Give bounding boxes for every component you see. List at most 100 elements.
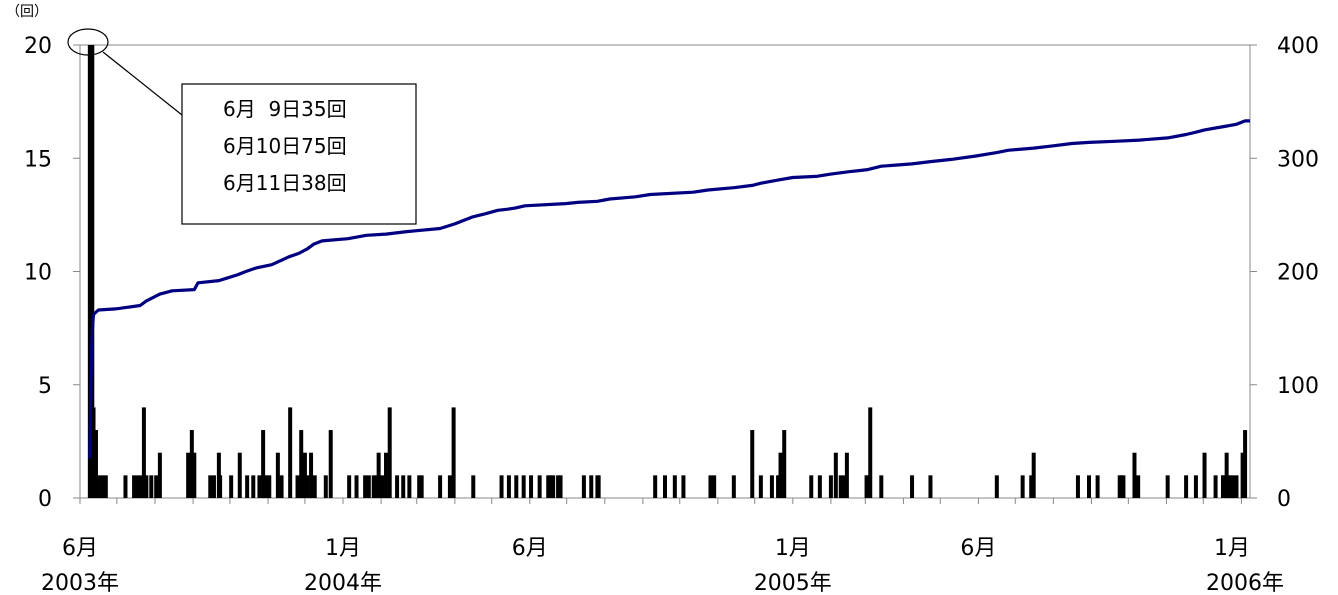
bar [1095,475,1100,498]
bar [1202,452,1207,498]
bar [506,475,511,498]
bar [1193,475,1198,498]
bar [1243,430,1248,498]
bar [100,475,105,498]
bar [305,475,310,498]
right-axis-tick-label: 300 [1277,147,1319,172]
bar [471,475,476,498]
bar [261,430,266,498]
bar [546,475,551,498]
bar [1029,475,1034,498]
callout: 6月 9日35回 6月10日75回 6月11日38回 [67,28,417,225]
bar [1224,452,1229,498]
bar [103,475,108,498]
right-axis-tick-label: 200 [1277,261,1319,286]
right-axis-tick-label: 400 [1277,34,1319,59]
bar [910,475,915,498]
callout-box [181,83,417,225]
bar [328,430,333,498]
bar [251,475,256,498]
bar [817,475,822,498]
x-axis-year-label: 2004年 [304,571,382,595]
bar [149,475,154,498]
bar [363,475,368,498]
bar [438,475,443,498]
bar [551,475,556,498]
bar [782,430,787,498]
bar [758,475,763,498]
bar [994,475,999,498]
bar [1121,475,1126,498]
bar [96,475,101,498]
bar [407,475,412,498]
x-axis-month-label: 6月 [62,536,98,561]
bar [417,475,422,498]
x-axis: 6月 2003年 1月 2004年 6月 1月 2005年 6月 1月 2006年 [41,498,1284,595]
bar [154,475,159,498]
bar [589,475,594,498]
x-axis-year-label: 2006年 [1206,571,1284,595]
bar [1222,475,1227,498]
bar [1020,475,1025,498]
bar [672,475,677,498]
bar [842,475,847,498]
bar [90,45,95,498]
callout-leader-line [102,51,183,116]
bar [401,475,406,498]
bar [833,452,838,498]
bar [529,475,534,498]
bar [312,475,317,498]
bar [257,475,262,498]
bar [558,475,563,498]
left-axis-tick-label: 20 [24,34,52,59]
bar [447,475,452,498]
bar [844,452,849,498]
x-axis-month-label: 6月 [512,536,548,561]
bar [135,475,140,498]
right-axis: 0 100 200 300 400 [1250,34,1319,512]
bar [548,475,553,498]
bar [309,452,314,498]
bar [354,475,359,498]
bar [366,475,371,498]
bar [1118,475,1123,498]
bar [123,475,128,498]
bar [1132,452,1137,498]
bar [879,475,884,498]
bar [347,475,352,498]
bar [653,475,658,498]
bar [139,475,144,498]
x-axis-month-label: 1月 [1214,536,1250,561]
bar [302,452,307,498]
callout-line-2: 6月10日75回 [223,134,347,158]
bar [521,475,526,498]
bar [1184,475,1189,498]
bar [1213,475,1218,498]
x-axis-month-label: 6月 [960,536,996,561]
bar [419,475,424,498]
bar [211,475,216,498]
bar [371,475,376,498]
bar [663,475,667,498]
bar [1234,475,1239,498]
bar [1165,475,1170,498]
bar [141,407,146,498]
bar [192,452,197,498]
bar [731,475,736,498]
bar [1240,452,1245,498]
bar [264,475,269,498]
bar [581,475,586,498]
bar [245,475,250,498]
bar-series [87,45,1248,498]
bar [1087,475,1092,498]
bar [838,475,843,498]
bar [865,475,870,498]
x-axis-year-label: 2003年 [41,571,119,595]
bar [514,475,519,498]
bar [186,452,191,498]
bar [279,475,284,498]
bar [395,475,400,498]
bar [218,475,223,498]
bar [384,452,389,498]
